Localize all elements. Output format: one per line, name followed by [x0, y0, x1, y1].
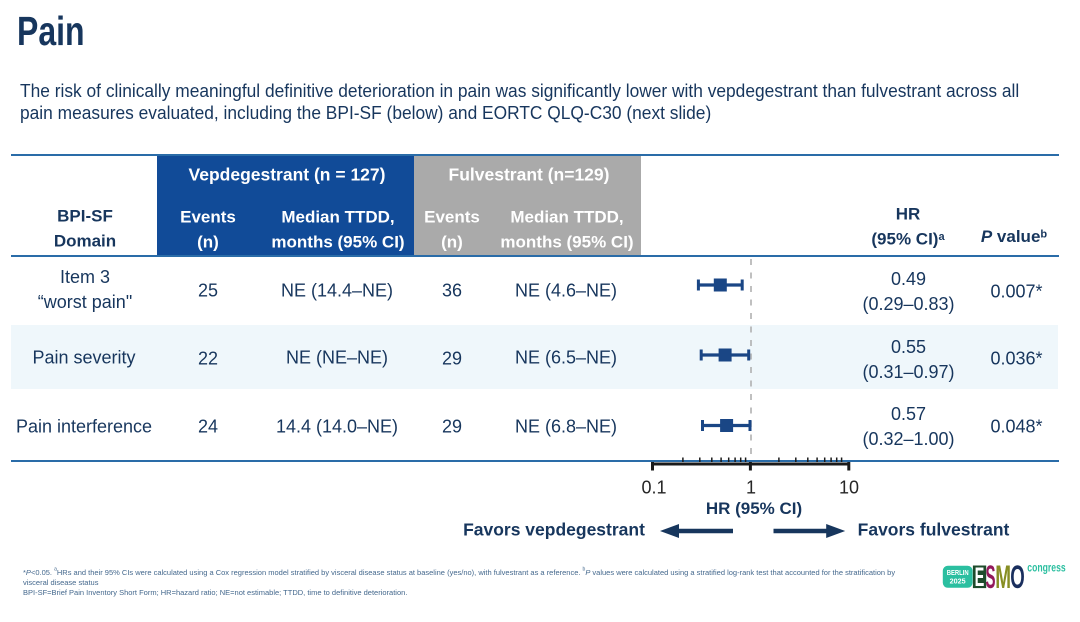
- svg-text:M: M: [995, 559, 1011, 595]
- svg-text:E: E: [975, 562, 985, 592]
- svg-text:congress: congress: [1027, 561, 1066, 575]
- svg-text:O: O: [1010, 559, 1024, 595]
- svg-text:BERLIN: BERLIN: [947, 570, 969, 577]
- svg-text:S: S: [986, 559, 996, 595]
- svg-text:2025: 2025: [950, 578, 966, 585]
